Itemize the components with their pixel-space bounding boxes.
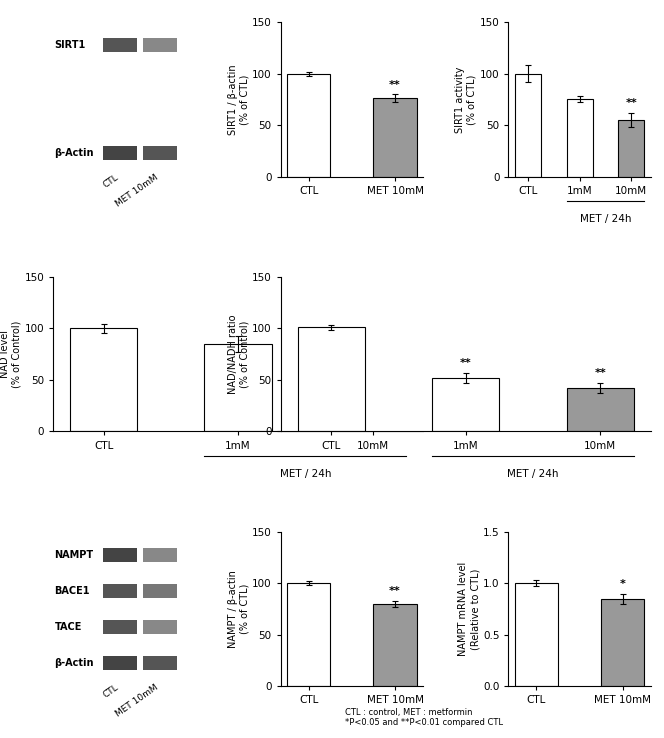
Text: MET 10mM: MET 10mM [114,173,160,209]
Bar [566,388,634,432]
Y-axis label: SIRT1 activity
(% of CTL): SIRT1 activity (% of CTL) [456,66,477,133]
Bar [601,599,644,686]
Text: CTL : control, MET : metformin
*P<0.05 and **P<0.01 compared CTL: CTL : control, MET : metformin *P<0.05 a… [345,708,503,727]
Bar [515,74,540,176]
Bar [103,584,137,598]
Bar [618,120,644,176]
Text: BACE1: BACE1 [54,586,90,596]
Bar [143,656,177,670]
Bar [143,620,177,634]
Y-axis label: NAMPT mRNA level
(Relative to CTL): NAMPT mRNA level (Relative to CTL) [458,562,480,656]
Text: *: * [370,357,376,367]
Text: *: * [620,579,625,589]
Bar [103,620,137,634]
Text: CTL: CTL [101,173,120,190]
Bar [373,604,416,686]
Bar [566,100,592,176]
Text: **: ** [625,98,637,108]
Bar [432,378,499,432]
Bar [143,146,177,160]
Text: TACE: TACE [54,622,82,632]
Bar [339,380,406,432]
Bar [143,38,177,52]
Bar [103,146,137,160]
Bar [515,583,558,686]
Bar [103,656,137,670]
Y-axis label: NAD level
(% of Control): NAD level (% of Control) [0,320,21,388]
Text: **: ** [594,368,606,379]
Text: **: ** [460,358,471,368]
Text: β-Actin: β-Actin [54,658,94,668]
Y-axis label: NAMPT / β-actin
(% of CTL): NAMPT / β-actin (% of CTL) [228,570,249,648]
Bar [288,74,331,176]
Bar [70,328,137,432]
Text: SIRT1: SIRT1 [54,41,86,50]
Bar [288,583,331,686]
Bar [103,548,137,562]
Text: **: ** [389,80,401,89]
Bar [143,584,177,598]
Bar [297,328,365,432]
Bar [373,98,416,176]
Text: MET / 24h: MET / 24h [280,469,331,478]
Text: NAMPT: NAMPT [54,550,94,560]
Text: **: ** [389,586,401,596]
Bar [103,38,137,52]
Text: CTL: CTL [101,683,120,700]
Text: MET / 24h: MET / 24h [507,469,559,478]
Bar [205,344,272,432]
Bar [143,548,177,562]
Text: MET 10mM: MET 10mM [114,683,160,718]
Y-axis label: SIRT1 / β-actin
(% of CTL): SIRT1 / β-actin (% of CTL) [228,64,249,135]
Text: MET / 24h: MET / 24h [580,214,631,224]
Text: β-Actin: β-Actin [54,148,94,159]
Y-axis label: NAD/NADH ratio
(% of Control): NAD/NADH ratio (% of Control) [228,314,249,394]
